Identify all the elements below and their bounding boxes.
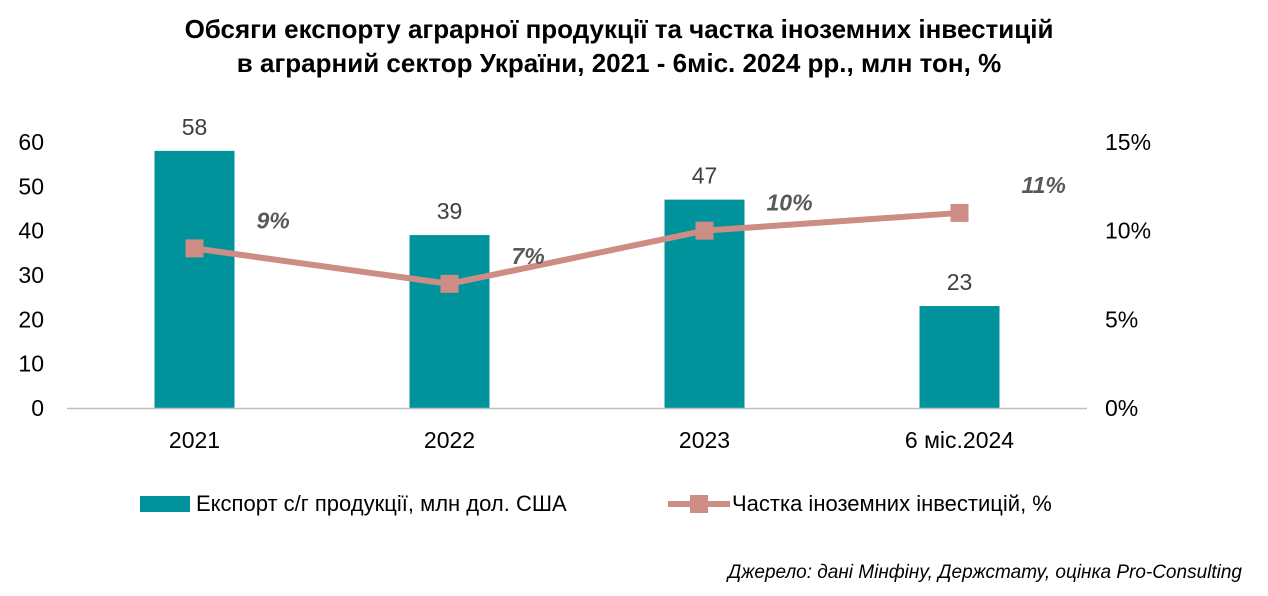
line-value-label-1: 7%: [512, 243, 545, 269]
line-value-label-0: 9%: [257, 207, 290, 233]
chart-title: Обсяги експорту аграрної продукції та ча…: [0, 12, 1238, 80]
line-marker-3: [950, 203, 969, 222]
legend-label-export: Експорт с/г продукції, млн дол. США: [196, 491, 567, 516]
bar-1: [409, 235, 490, 408]
chart-title-line-1: Обсяги експорту аграрної продукції та ча…: [184, 14, 1054, 44]
legend-label-investment: Частка іноземних інвестицій, %: [732, 491, 1052, 516]
y-left-tick-0: 0: [31, 395, 44, 421]
y-right-tick-3: 15%: [1105, 129, 1151, 155]
y-right-tick-1: 5%: [1105, 306, 1138, 332]
line-value-label-3: 11%: [1022, 172, 1066, 198]
chart-legend: Експорт с/г продукції, млн дол. США Част…: [0, 491, 1268, 521]
line-marker-0: [185, 239, 204, 258]
bar-0: [154, 150, 235, 408]
x-tick-label-0: 2021: [169, 427, 220, 453]
line-value-label-2: 10%: [767, 190, 813, 216]
bar-value-label-3: 23: [947, 269, 973, 295]
y-right-tick-0: 0%: [1105, 395, 1138, 421]
x-tick-label-3: 6 міс.2024: [905, 427, 1014, 453]
legend-line-swatch: [668, 494, 730, 514]
y-left-tick-6: 60: [18, 129, 44, 155]
legend-item-investment: Частка іноземних інвестицій, %: [668, 491, 1052, 517]
source-note: Джерело: дані Мінфіну, Держстату, оцінка…: [727, 562, 1242, 583]
legend-item-export: Експорт с/г продукції, млн дол. США: [140, 491, 567, 517]
line-marker-1: [440, 274, 459, 293]
x-tick-label-2: 2023: [679, 427, 730, 453]
y-left-tick-5: 50: [18, 173, 44, 199]
y-right-tick-2: 10%: [1105, 218, 1151, 244]
chart-title-line-2: в аграрний сектор України, 2021 - 6міс. …: [236, 48, 1002, 78]
y-left-tick-3: 30: [18, 262, 44, 288]
bar-value-label-0: 58: [182, 114, 208, 140]
bar-value-label-1: 39: [437, 198, 463, 224]
line-marker-2: [695, 221, 714, 240]
bar-3: [919, 306, 1000, 408]
y-left-tick-4: 40: [18, 218, 44, 244]
line-series-investment: [194, 209, 960, 287]
y-left-tick-2: 20: [18, 306, 44, 332]
bar-value-label-2: 47: [692, 163, 718, 189]
x-tick-label-1: 2022: [424, 427, 475, 453]
legend-bar-swatch: [140, 496, 190, 512]
y-left-tick-1: 10: [18, 351, 44, 377]
